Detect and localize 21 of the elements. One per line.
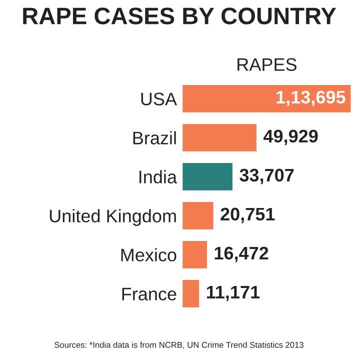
data-label: 1,13,695: [276, 90, 346, 106]
data-label: 20,751: [220, 208, 275, 224]
y-tick-label: Brazil: [133, 131, 176, 144]
data-label: 33,707: [240, 168, 294, 184]
bar: [182, 85, 351, 112]
y-tick-label: France: [122, 288, 176, 300]
bar: [182, 163, 232, 190]
bar: [182, 202, 214, 230]
data-label: 49,929: [263, 130, 318, 146]
y-tick-label: United Kingdom: [50, 209, 176, 226]
bar: [182, 241, 207, 268]
bar: [182, 280, 200, 308]
data-label: 11,171: [206, 286, 260, 302]
y-tick-label: USA: [141, 92, 177, 106]
bar: [182, 124, 256, 152]
x-axis-title: RAPES: [238, 58, 296, 71]
y-tick-label: India: [140, 170, 178, 184]
source-note: Sources: *India data is from NCRB, UN Crime Trend Statistics 2013: [54, 342, 304, 349]
data-label: 16,472: [214, 246, 268, 262]
y-tick-label: Mexico: [121, 248, 176, 262]
chart-title: RAPE CASES BY COUNTRY: [23, 8, 336, 24]
